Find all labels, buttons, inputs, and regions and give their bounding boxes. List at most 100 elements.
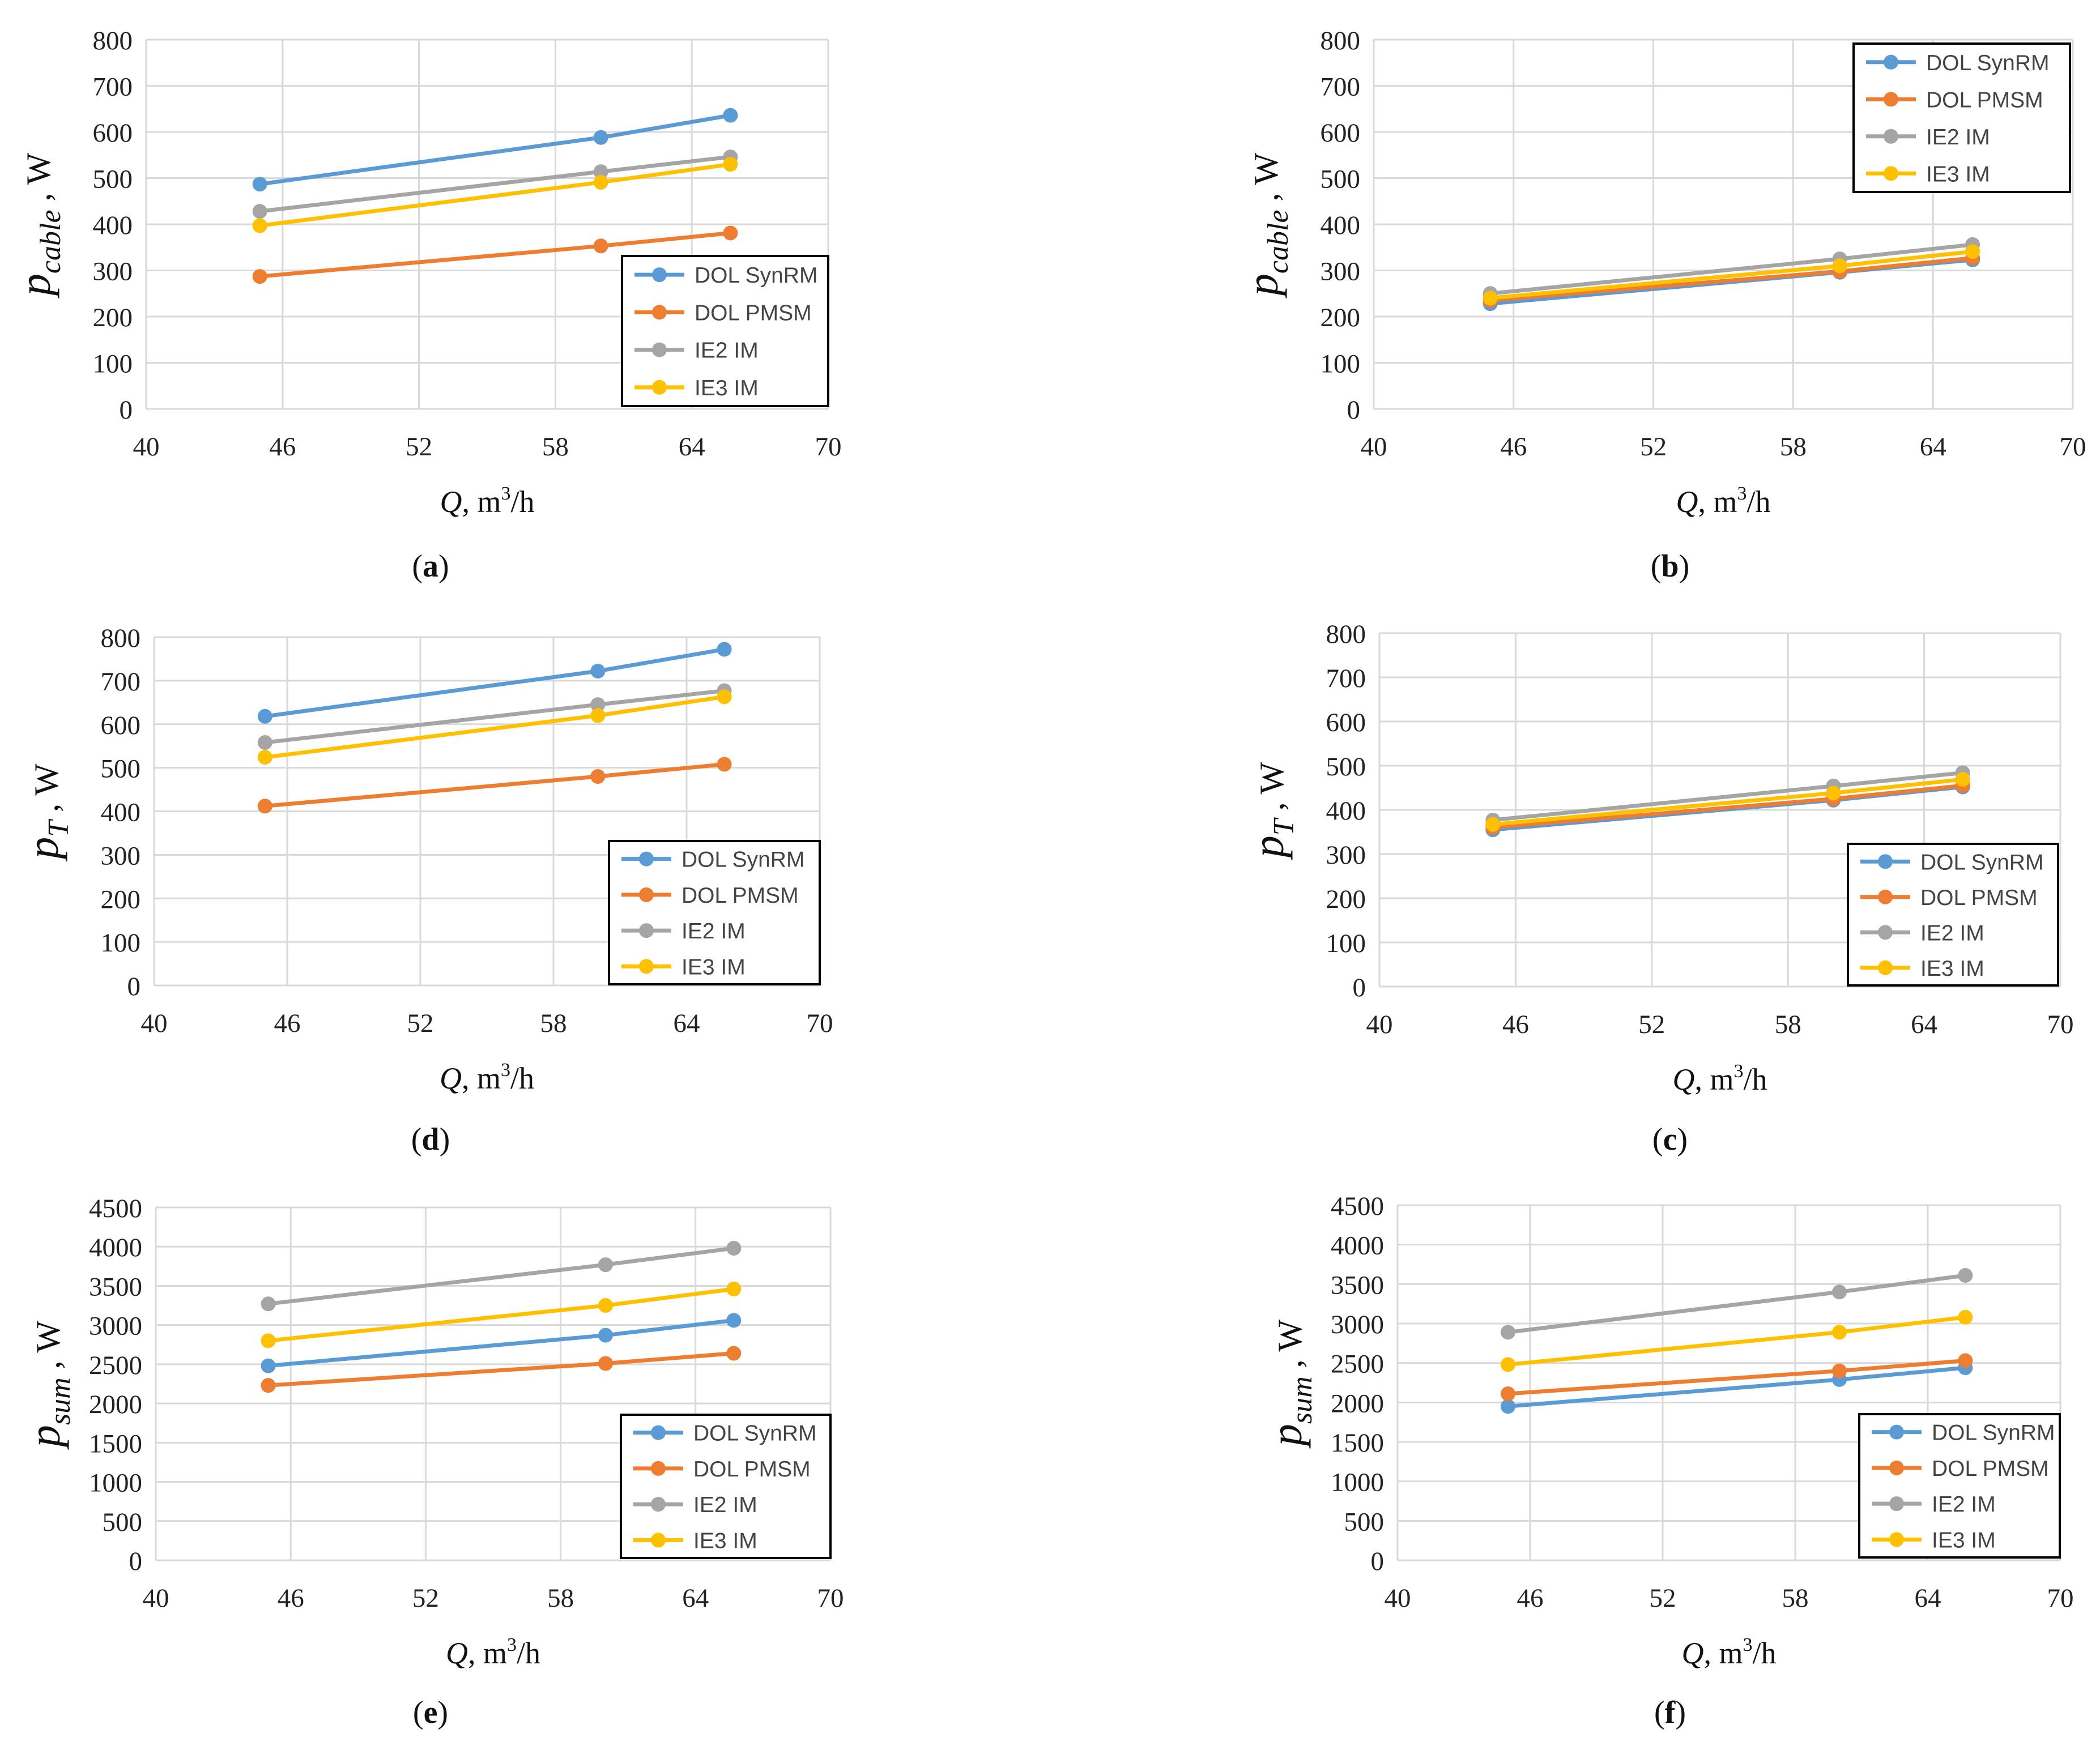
data-point [261, 1378, 276, 1393]
legend-entry: IE3 IM [681, 955, 746, 979]
data-point [261, 1296, 276, 1312]
panel-label-paren: ) [437, 1695, 448, 1730]
x-axis-unit-tail: /h [1747, 485, 1771, 519]
y-axis-symbol: p [1238, 274, 1287, 298]
chart-panel-c: 0 100 200 300 400 500 600 700 800 40 46 52 58 64 70 pT … [1243, 620, 2074, 1157]
legend-swatch-marker [652, 379, 667, 395]
x-tick-label: 40 [143, 1583, 169, 1613]
panel-label-paren: ) [1675, 1695, 1686, 1730]
y-tick-label: 2500 [89, 1351, 142, 1380]
panel-label-paren: ( [1654, 1695, 1665, 1730]
y-axis-label: pT , W [1243, 762, 1300, 860]
legend-swatch-marker [1884, 166, 1898, 181]
x-axis-label: Q, m3/h [446, 1634, 540, 1670]
x-tick-label: 58 [1782, 1583, 1809, 1613]
data-point [257, 799, 272, 814]
data-point [1965, 244, 1980, 259]
y-tick-label: 0 [1353, 973, 1366, 1002]
y-tick-label: 400 [1321, 211, 1361, 240]
legend-entry: IE2 IM [1920, 921, 1984, 945]
legend-entry: DOL PMSM [695, 301, 812, 325]
legend-entry: IE3 IM [695, 376, 759, 400]
x-axis-symbol: Q [440, 485, 462, 519]
legend-swatch-marker [652, 267, 667, 283]
x-tick-label: 58 [1775, 1010, 1801, 1039]
legend-swatch-marker [639, 959, 654, 974]
legend: DOL SynRM DOL PMSM IE2 IM IE3 IM [620, 1414, 832, 1559]
y-tick-label: 300 [1326, 840, 1366, 870]
x-tick-label: 52 [406, 432, 432, 462]
x-tick-label: 70 [817, 1583, 844, 1613]
y-axis-symbol: p [18, 837, 67, 862]
panel-label: (d) [411, 1122, 450, 1157]
legend-entry: DOL SynRM [1920, 850, 2043, 874]
y-tick-label: 200 [1326, 885, 1366, 914]
data-point [257, 735, 272, 750]
x-tick-label: 58 [547, 1583, 574, 1613]
y-axis-label: psum , W [20, 1320, 76, 1450]
x-axis-unit: , m [462, 1061, 501, 1095]
legend: DOL SynRM DOL PMSM IE2 IM IE3 IM [1847, 843, 2059, 987]
y-axis-unit: , W [1271, 1319, 1309, 1376]
legend-swatch-marker [1889, 1532, 1904, 1547]
legend-entry: IE3 IM [1926, 162, 1990, 186]
y-axis-unit: , W [29, 1320, 67, 1377]
legend-swatch-marker [639, 923, 654, 938]
x-tick-label: 46 [274, 1009, 301, 1038]
y-tick-label: 200 [93, 303, 133, 332]
x-tick-label: 52 [1640, 432, 1667, 462]
panel-label-letter: a [423, 549, 438, 584]
series-line [265, 689, 725, 745]
x-axis-unit-tail: /h [517, 1636, 540, 1670]
series-line [1490, 242, 1973, 296]
chart-panel-e: 0 500 1000 1500 2000 2500 3000 3500 4000 4500 40 46… [20, 1194, 844, 1730]
y-tick-label: 2000 [1331, 1389, 1384, 1418]
y-axis-label: pcable , W [1238, 153, 1294, 299]
data-point [723, 225, 738, 241]
legend-swatch-marker [1878, 925, 1893, 940]
y-tick-label: 0 [127, 972, 141, 1001]
y-axis-symbol: p [10, 274, 59, 298]
y-tick-label: 400 [93, 211, 133, 240]
x-axis-label: Q, m3/h [1681, 1634, 1776, 1670]
y-tick-label: 800 [93, 26, 133, 56]
x-axis-unit-tail: /h [1744, 1062, 1767, 1096]
x-tick-label: 40 [141, 1009, 168, 1038]
legend-entry: DOL SynRM [693, 1422, 816, 1446]
x-tick-label: 40 [133, 432, 160, 462]
x-tick-label: 58 [540, 1009, 567, 1038]
y-tick-label: 1500 [89, 1429, 142, 1458]
chart-panel-b: 0 100 200 300 400 500 600 700 800 40 46 52 58 64 70 pca… [1238, 26, 2086, 584]
data-point [1501, 1386, 1515, 1402]
y-tick-label: 2500 [1331, 1350, 1384, 1379]
data-point [257, 708, 272, 724]
data-point [261, 1333, 276, 1348]
panel-label-paren: ( [1651, 549, 1662, 584]
data-point [252, 218, 267, 233]
data-point [598, 1257, 613, 1273]
legend-entry: IE2 IM [681, 919, 746, 944]
x-tick-label: 58 [1780, 432, 1807, 462]
x-tick-label: 58 [542, 432, 569, 462]
y-tick-label: 700 [101, 667, 141, 697]
y-tick-label: 100 [1321, 349, 1361, 379]
data-point [590, 663, 606, 678]
legend-entry: DOL PMSM [1932, 1457, 2049, 1481]
chart-panel-d: 0 100 200 300 400 500 600 700 800 40 46 52 58 64 70 pT … [18, 624, 833, 1157]
panel-label-letter: e [424, 1695, 438, 1730]
y-tick-label: 700 [1326, 664, 1366, 693]
y-tick-label: 800 [101, 624, 141, 653]
panel-label-paren: ) [1677, 1122, 1688, 1157]
x-axis-symbol: Q [1672, 1062, 1694, 1096]
x-tick-label: 46 [269, 432, 296, 462]
data-point [723, 157, 738, 172]
legend-swatch-marker [1878, 889, 1893, 904]
panel-label: (a) [412, 549, 449, 584]
chart-panel-a: 0 100 200 300 400 500 600 700 800 40 46 52 58 64 70 pca… [10, 26, 842, 584]
data-point [598, 1328, 613, 1343]
data-point [261, 1358, 276, 1373]
data-point [252, 204, 267, 219]
y-tick-label: 500 [1344, 1507, 1385, 1536]
x-tick-label: 64 [674, 1009, 700, 1038]
panel-label-paren: ( [411, 1122, 422, 1157]
